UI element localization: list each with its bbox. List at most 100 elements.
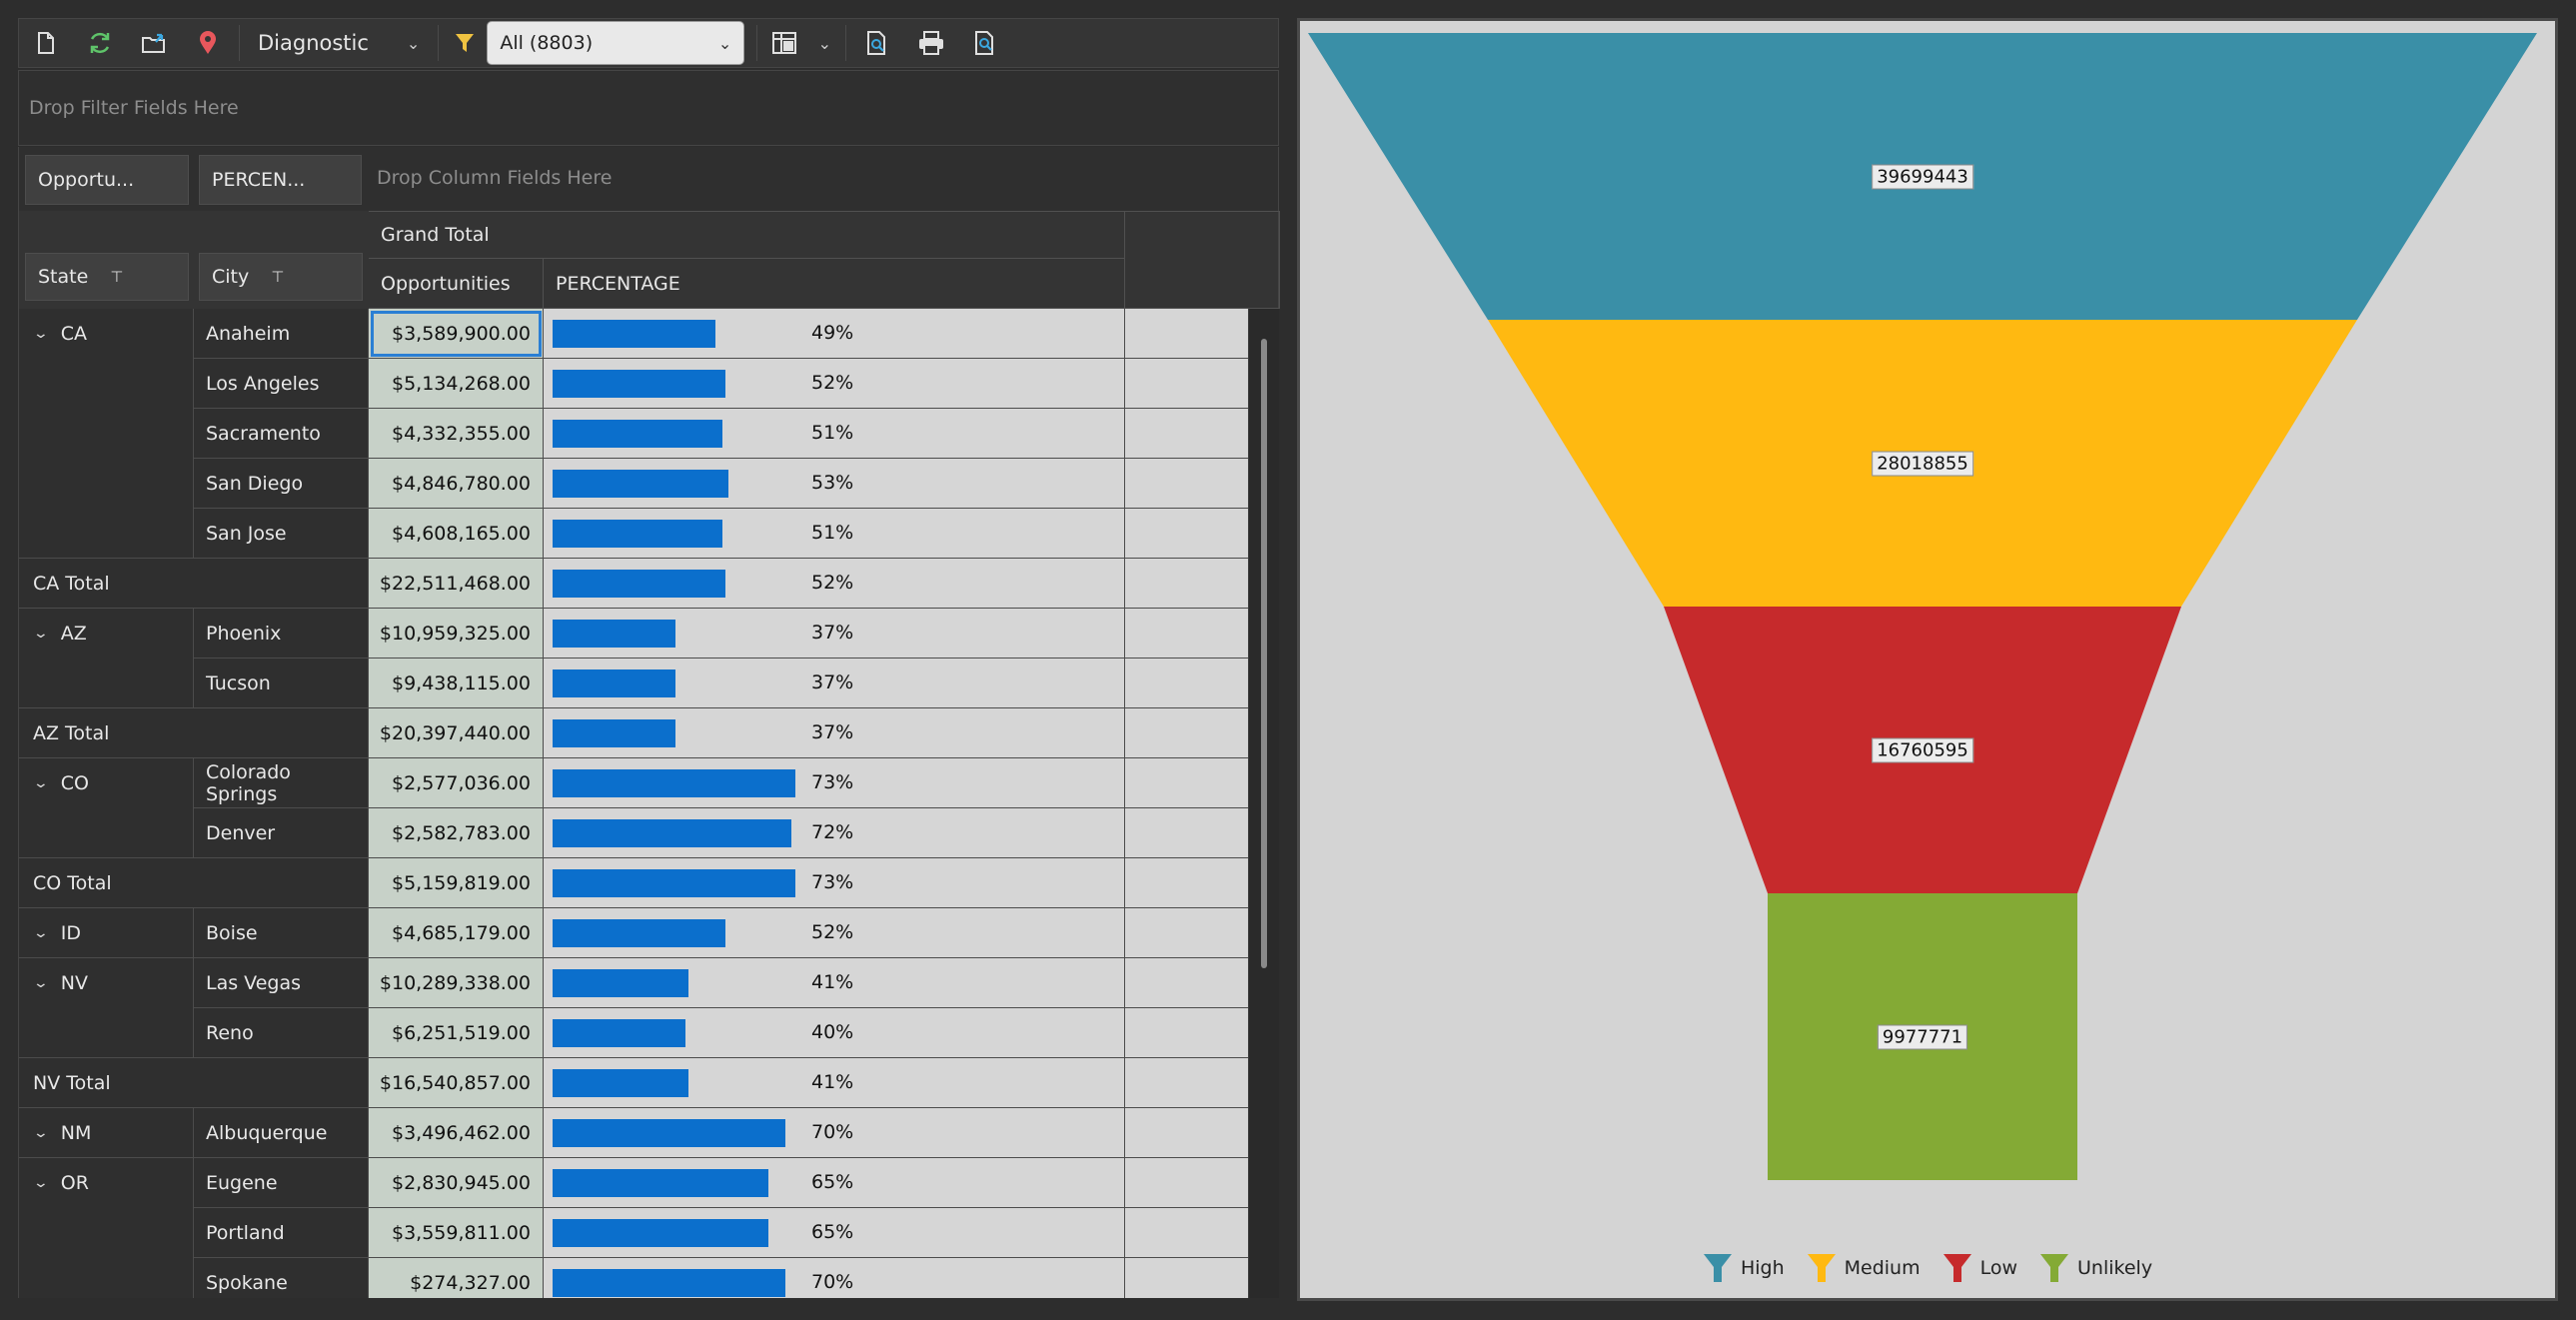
opportunities-value: $2,830,945.00 <box>391 1171 531 1194</box>
state-cell[interactable]: ⌄ NM <box>19 1108 194 1158</box>
preview-export-button[interactable] <box>850 19 904 67</box>
state-row-field[interactable]: State ⊤ <box>25 253 189 301</box>
legend-item-medium[interactable]: Medium <box>1807 1252 1921 1284</box>
state-cell[interactable]: ⌄ OR <box>19 1158 194 1208</box>
percentage-cell[interactable]: 37% <box>544 609 1125 659</box>
city-cell[interactable]: Colorado Springs <box>194 758 369 808</box>
opportunities-cell[interactable]: $22,511,468.00 <box>369 559 544 609</box>
city-cell[interactable]: Boise <box>194 908 369 958</box>
state-cell[interactable]: ⌄ CO <box>19 758 194 808</box>
opportunities-cell[interactable]: $2,830,945.00 <box>369 1158 544 1208</box>
city-cell[interactable]: Albuquerque <box>194 1108 369 1158</box>
collapse-chevron-icon[interactable]: ⌄ <box>32 1175 50 1191</box>
opportunities-cell[interactable]: $6,251,519.00 <box>369 1008 544 1058</box>
city-cell[interactable]: Las Vegas <box>194 958 369 1008</box>
city-cell[interactable]: Portland <box>194 1208 369 1258</box>
percentage-cell[interactable]: 73% <box>544 758 1125 808</box>
opportunities-cell[interactable]: $4,608,165.00 <box>369 509 544 559</box>
city-cell[interactable]: Tucson <box>194 659 369 708</box>
city-cell[interactable]: Denver <box>194 808 369 858</box>
percentage-cell[interactable]: 70% <box>544 1258 1125 1298</box>
collapse-chevron-icon[interactable]: ⌄ <box>32 1124 50 1141</box>
city-label: Sacramento <box>206 422 321 445</box>
state-cell[interactable]: ⌄ NV <box>19 958 194 1008</box>
opportunities-cell[interactable]: $5,134,268.00 <box>369 359 544 409</box>
percentage-cell[interactable]: 65% <box>544 1158 1125 1208</box>
opportunities-cell[interactable]: $3,559,811.00 <box>369 1208 544 1258</box>
opportunities-cell[interactable]: $2,577,036.00 <box>369 758 544 808</box>
opportunities-cell[interactable]: $2,582,783.00 <box>369 808 544 858</box>
city-cell[interactable]: Phoenix <box>194 609 369 659</box>
state-cell[interactable]: ⌄ CA <box>19 309 194 359</box>
percentage-cell[interactable]: 73% <box>544 858 1125 908</box>
print-button[interactable] <box>904 19 958 67</box>
opportunities-field-chip[interactable]: Opportu... <box>25 155 189 205</box>
legend-item-unlikely[interactable]: Unlikely <box>2039 1252 2152 1284</box>
city-row-field[interactable]: City ⊤ <box>199 253 363 301</box>
refresh-button[interactable] <box>73 19 127 67</box>
filter-button[interactable] <box>443 19 487 67</box>
percentage-cell[interactable]: 41% <box>544 958 1125 1008</box>
opportunities-cell[interactable]: $16,540,857.00 <box>369 1058 544 1108</box>
legend-item-low[interactable]: Low <box>1942 1252 2017 1284</box>
percentage-cell[interactable]: 72% <box>544 808 1125 858</box>
percentage-cell[interactable]: 52% <box>544 359 1125 409</box>
city-cell[interactable]: Los Angeles <box>194 359 369 409</box>
empty-cell <box>1125 908 1250 958</box>
vertical-scrollbar[interactable] <box>1248 309 1279 1298</box>
mode-dropdown[interactable]: Diagnostic ⌄ <box>244 31 434 55</box>
city-cell[interactable]: San Diego <box>194 459 369 509</box>
table-row: Denver $2,582,783.00 72% <box>19 808 1250 858</box>
percentage-cell[interactable]: 37% <box>544 708 1125 758</box>
collapse-chevron-icon[interactable]: ⌄ <box>32 975 50 991</box>
opportunities-cell[interactable]: $20,397,440.00 <box>369 708 544 758</box>
percentage-column-header[interactable]: PERCENTAGE <box>544 259 1125 309</box>
percentage-cell[interactable]: 52% <box>544 559 1125 609</box>
city-cell[interactable]: San Jose <box>194 509 369 559</box>
new-document-button[interactable] <box>19 19 73 67</box>
percentage-cell[interactable]: 53% <box>544 459 1125 509</box>
city-cell[interactable]: Eugene <box>194 1158 369 1208</box>
location-button[interactable] <box>181 19 235 67</box>
layout-button[interactable] <box>761 19 807 67</box>
percentage-cell[interactable]: 51% <box>544 409 1125 459</box>
state-cell[interactable]: ⌄ ID <box>19 908 194 958</box>
percentage-cell[interactable]: 51% <box>544 509 1125 559</box>
filter-combobox[interactable]: All (8803) ⌄ <box>487 21 745 65</box>
percentage-cell[interactable]: 52% <box>544 908 1125 958</box>
filter-drop-area[interactable]: Drop Filter Fields Here <box>18 70 1279 146</box>
state-cell[interactable]: ⌄ AZ <box>19 609 194 659</box>
column-drop-area[interactable]: Opportu... PERCEN... Drop Column Fields … <box>18 147 1279 211</box>
opportunities-cell[interactable]: $10,289,338.00 <box>369 958 544 1008</box>
opportunities-cell[interactable]: $10,959,325.00 <box>369 609 544 659</box>
city-cell[interactable]: Reno <box>194 1008 369 1058</box>
percentage-cell[interactable]: 70% <box>544 1108 1125 1158</box>
collapse-chevron-icon[interactable]: ⌄ <box>32 326 50 342</box>
percentage-cell[interactable]: 41% <box>544 1058 1125 1108</box>
print-preview-button[interactable] <box>958 19 1012 67</box>
opportunities-column-header[interactable]: Opportunities <box>369 259 544 309</box>
opportunities-cell[interactable]: $4,685,179.00 <box>369 908 544 958</box>
percentage-field-chip[interactable]: PERCEN... <box>199 155 362 205</box>
opportunities-cell[interactable]: $4,846,780.00 <box>369 459 544 509</box>
collapse-chevron-icon[interactable]: ⌄ <box>32 626 50 642</box>
opportunities-cell[interactable]: $9,438,115.00 <box>369 659 544 708</box>
opportunities-cell[interactable]: $4,332,355.00 <box>369 409 544 459</box>
layout-dropdown-button[interactable]: ⌄ <box>807 19 841 67</box>
city-cell[interactable]: Spokane <box>194 1258 369 1298</box>
percentage-cell[interactable]: 40% <box>544 1008 1125 1058</box>
opportunities-cell[interactable]: $274,327.00 <box>369 1258 544 1298</box>
percentage-cell[interactable]: 37% <box>544 659 1125 708</box>
city-cell[interactable]: Sacramento <box>194 409 369 459</box>
opportunities-cell[interactable]: $3,496,462.00 <box>369 1108 544 1158</box>
export-button[interactable] <box>127 19 181 67</box>
collapse-chevron-icon[interactable]: ⌄ <box>32 924 50 941</box>
opportunities-cell[interactable]: $3,589,900.00 <box>369 309 544 359</box>
city-cell[interactable]: Anaheim <box>194 309 369 359</box>
legend-item-high[interactable]: High <box>1703 1252 1785 1284</box>
opportunities-cell[interactable]: $5,159,819.00 <box>369 858 544 908</box>
percentage-cell[interactable]: 49% <box>544 309 1125 359</box>
percentage-cell[interactable]: 65% <box>544 1208 1125 1258</box>
scrollbar-thumb[interactable] <box>1261 339 1267 968</box>
collapse-chevron-icon[interactable]: ⌄ <box>32 775 50 791</box>
